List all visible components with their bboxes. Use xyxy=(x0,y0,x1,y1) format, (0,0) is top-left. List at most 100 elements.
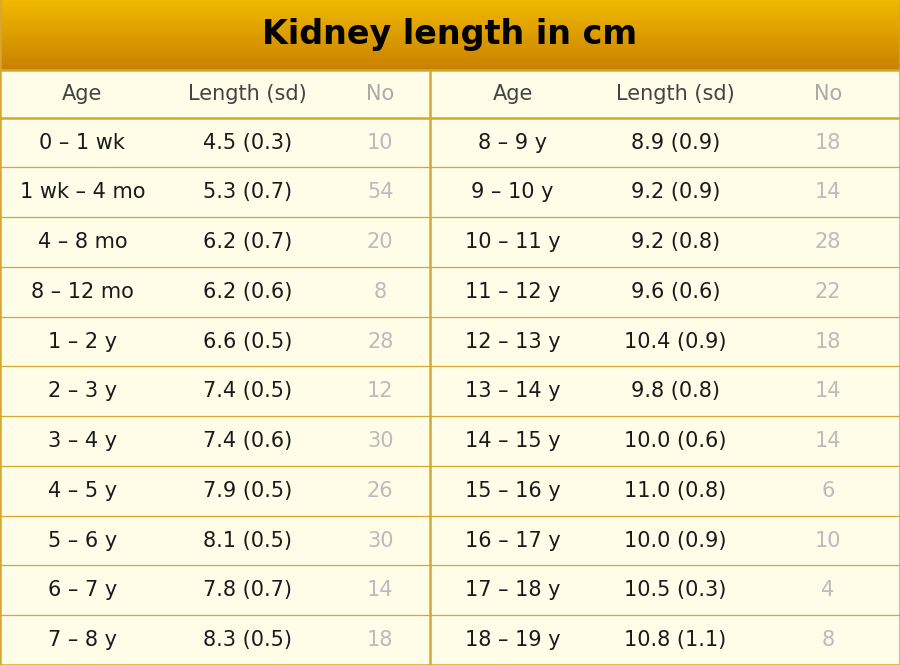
Bar xyxy=(0,50,900,51)
Bar xyxy=(0,22,900,23)
Bar xyxy=(0,59,900,61)
Bar xyxy=(0,58,900,59)
Text: 7.4 (0.6): 7.4 (0.6) xyxy=(202,431,292,451)
Text: 18: 18 xyxy=(814,132,842,152)
Text: 13 – 14 y: 13 – 14 y xyxy=(464,381,561,402)
Bar xyxy=(0,168,900,217)
Text: 7.9 (0.5): 7.9 (0.5) xyxy=(202,481,292,501)
Text: 8: 8 xyxy=(374,282,387,302)
Bar xyxy=(0,37,900,39)
Text: 12 – 13 y: 12 – 13 y xyxy=(464,332,561,352)
Bar xyxy=(0,317,900,366)
Bar xyxy=(0,3,900,5)
Text: 18: 18 xyxy=(367,630,393,650)
Text: 5 – 6 y: 5 – 6 y xyxy=(48,531,117,551)
Bar xyxy=(0,51,900,53)
Text: 2 – 3 y: 2 – 3 y xyxy=(48,381,117,402)
Text: 6.2 (0.6): 6.2 (0.6) xyxy=(202,282,292,302)
Bar xyxy=(0,2,900,3)
Text: 14: 14 xyxy=(814,431,842,451)
Bar xyxy=(0,23,900,25)
Text: 10: 10 xyxy=(814,531,842,551)
Text: No: No xyxy=(366,84,394,104)
Bar xyxy=(0,65,900,66)
Bar xyxy=(0,19,900,20)
Bar xyxy=(0,67,900,68)
Bar xyxy=(0,33,900,34)
Text: 22: 22 xyxy=(814,282,842,302)
Bar xyxy=(0,45,900,47)
Text: 26: 26 xyxy=(367,481,393,501)
Text: 14 – 15 y: 14 – 15 y xyxy=(464,431,561,451)
Bar xyxy=(0,20,900,21)
Text: 18 – 19 y: 18 – 19 y xyxy=(464,630,561,650)
Bar xyxy=(0,615,900,665)
Text: 14: 14 xyxy=(367,581,393,600)
Bar xyxy=(0,9,900,11)
Bar xyxy=(0,118,900,168)
Text: 0 – 1 wk: 0 – 1 wk xyxy=(40,132,125,152)
Text: 3 – 4 y: 3 – 4 y xyxy=(48,431,117,451)
Text: Age: Age xyxy=(62,84,103,104)
Bar xyxy=(0,48,900,49)
Text: 6.2 (0.7): 6.2 (0.7) xyxy=(202,232,292,252)
Bar xyxy=(0,66,900,68)
Text: 30: 30 xyxy=(367,531,393,551)
Text: 10 – 11 y: 10 – 11 y xyxy=(464,232,561,252)
Bar xyxy=(0,53,900,54)
Text: 9.2 (0.8): 9.2 (0.8) xyxy=(631,232,720,252)
Bar xyxy=(0,13,900,14)
Bar xyxy=(0,53,900,55)
Text: 20: 20 xyxy=(367,232,393,252)
Bar xyxy=(0,0,900,1)
Bar xyxy=(0,41,900,42)
Text: 10.0 (0.6): 10.0 (0.6) xyxy=(625,431,726,451)
Text: 4 – 5 y: 4 – 5 y xyxy=(48,481,117,501)
Text: 7 – 8 y: 7 – 8 y xyxy=(48,630,117,650)
Bar xyxy=(0,63,900,64)
Text: 9.8 (0.8): 9.8 (0.8) xyxy=(631,381,720,402)
Bar xyxy=(0,416,900,466)
Text: 5.3 (0.7): 5.3 (0.7) xyxy=(202,182,292,202)
Text: 9.6 (0.6): 9.6 (0.6) xyxy=(631,282,720,302)
Bar xyxy=(0,466,900,516)
Text: 6.6 (0.5): 6.6 (0.5) xyxy=(202,332,292,352)
Bar xyxy=(0,29,900,30)
Bar xyxy=(0,15,900,16)
Text: 10.5 (0.3): 10.5 (0.3) xyxy=(625,581,726,600)
Bar xyxy=(0,70,900,118)
Text: 8 – 12 mo: 8 – 12 mo xyxy=(31,282,134,302)
Bar xyxy=(0,366,900,416)
Text: 8.3 (0.5): 8.3 (0.5) xyxy=(203,630,292,650)
Bar xyxy=(0,27,900,28)
Text: 18: 18 xyxy=(814,332,842,352)
Bar xyxy=(0,31,900,33)
Text: 14: 14 xyxy=(814,182,842,202)
Text: 17 – 18 y: 17 – 18 y xyxy=(464,581,561,600)
Text: Length (sd): Length (sd) xyxy=(188,84,307,104)
Bar xyxy=(0,61,900,62)
Bar xyxy=(0,47,900,48)
Bar xyxy=(0,14,900,15)
Bar xyxy=(0,42,900,43)
Bar xyxy=(0,68,900,70)
Text: 11.0 (0.8): 11.0 (0.8) xyxy=(625,481,726,501)
Text: 28: 28 xyxy=(367,332,393,352)
Bar xyxy=(0,57,900,58)
Bar xyxy=(0,16,900,17)
Text: 7.8 (0.7): 7.8 (0.7) xyxy=(203,581,292,600)
Bar xyxy=(0,64,900,65)
Bar xyxy=(0,56,900,57)
Bar xyxy=(0,62,900,63)
Text: 8.1 (0.5): 8.1 (0.5) xyxy=(203,531,292,551)
Text: 10: 10 xyxy=(367,132,393,152)
Text: 54: 54 xyxy=(367,182,393,202)
Text: 16 – 17 y: 16 – 17 y xyxy=(464,531,561,551)
Text: 28: 28 xyxy=(814,232,842,252)
Text: 8.9 (0.9): 8.9 (0.9) xyxy=(631,132,720,152)
Text: 12: 12 xyxy=(367,381,393,402)
Bar xyxy=(0,17,900,19)
Bar xyxy=(0,1,900,2)
Bar xyxy=(0,565,900,615)
Text: 8 – 9 y: 8 – 9 y xyxy=(478,132,547,152)
